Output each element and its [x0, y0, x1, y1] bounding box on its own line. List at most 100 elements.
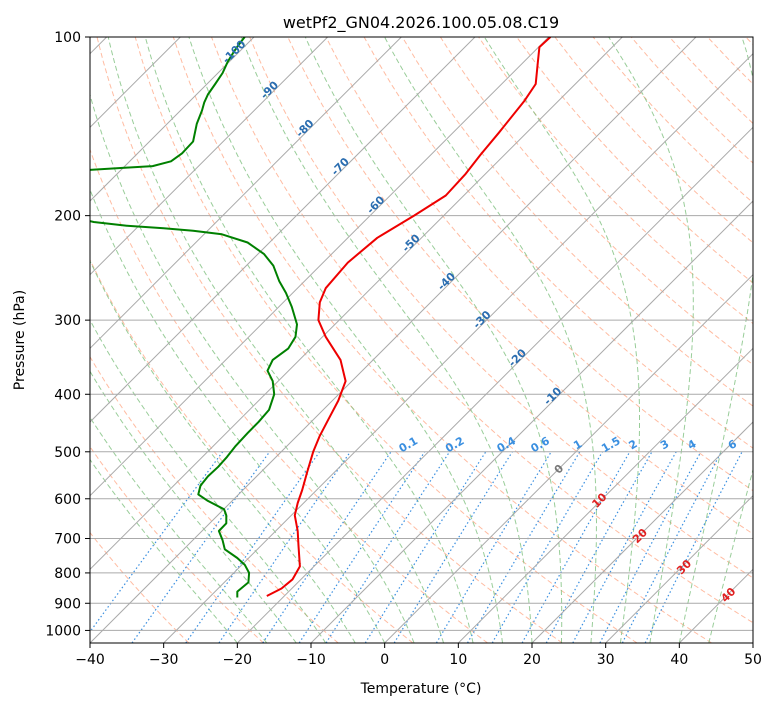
y-tick-label: 200: [54, 209, 81, 225]
isotherm-line: [457, 347, 753, 643]
dry-adiabat-line: [90, 258, 414, 643]
moist-adiabat-line: [188, 37, 503, 643]
y-tick-label: 900: [54, 596, 81, 612]
isotherm-line: [531, 421, 753, 643]
isotherm-line: [90, 37, 476, 423]
moist-adiabat-line: [483, 37, 640, 643]
x-tick-label: 50: [744, 652, 762, 668]
moist-adiabat-line: [90, 188, 386, 643]
mixing-ratio-line: [185, 451, 321, 643]
x-tick-label: −20: [223, 652, 253, 668]
mixing-ratio-line: [599, 451, 702, 643]
dry-adiabat-line: [90, 531, 190, 643]
mixing-ratio-line: [572, 451, 677, 643]
y-tick-label: 700: [54, 532, 81, 548]
isotherm-line: [90, 37, 255, 202]
x-tick-label: 10: [449, 652, 467, 668]
isotherm-label: -60: [364, 193, 387, 216]
mixing-ratio-line: [262, 451, 392, 643]
dry-adiabats: [90, 37, 753, 643]
x-tick-label: 20: [523, 652, 541, 668]
moist-adiabat-line: [608, 37, 694, 643]
isotherm-line: [90, 37, 329, 276]
dry-adiabat-line: [401, 37, 753, 407]
y-axis: 100 200 300 400 500 600 700 800 900 1000: [45, 30, 90, 639]
isotherm-label: -50: [400, 231, 423, 254]
isotherm-label: -70: [329, 155, 352, 178]
x-tick-label: −30: [149, 652, 179, 668]
isotherm-line: [163, 52, 753, 643]
dry-adiabat-line: [707, 37, 753, 85]
dry-adiabat-line: [96, 37, 563, 643]
mixing-ratio-label: 2: [626, 437, 639, 452]
y-tick-label: 600: [54, 492, 81, 508]
mixing-ratio-line: [364, 451, 487, 643]
isotherms: [90, 37, 753, 643]
dry-adiabat-line: [211, 37, 753, 624]
moist-adiabat-line: [90, 259, 356, 643]
isotherm-label: -30: [470, 308, 493, 331]
mixing-ratio-line: [545, 451, 653, 643]
moist-adiabat-line: [90, 458, 238, 643]
moist-adiabat-line: [384, 37, 597, 643]
temperature-profile-line: [266, 37, 552, 597]
moist-adiabat-line: [90, 319, 327, 643]
mixing-ratio-line: [466, 451, 581, 643]
mixing-ratio-line: [644, 451, 743, 643]
dry-adiabat-line: [134, 37, 638, 643]
isotherm-label: -80: [293, 117, 316, 140]
x-tick-label: 30: [597, 652, 615, 668]
dry-adiabat-line: [90, 148, 488, 643]
moist-adiabat-line: [144, 37, 474, 643]
dry-adiabat-line: [363, 37, 753, 449]
plot-frame: [89, 36, 754, 644]
mixing-ratio-line: [521, 451, 631, 643]
isotherm-line: [752, 642, 753, 643]
isotherm-label: -20: [506, 346, 529, 369]
isotherm-line: [90, 37, 550, 497]
moist-adiabat-label: 40: [718, 585, 738, 605]
mixing-ratio-lines: [90, 451, 743, 643]
moist-adiabat-line: [90, 416, 268, 643]
dry-adiabat-line: [325, 37, 753, 492]
x-tick-label: −40: [75, 652, 105, 668]
mixing-ratio-label: 8: [752, 437, 765, 452]
moist-adiabats: [90, 37, 753, 643]
isotherm-label: -100: [220, 37, 249, 66]
isotherm-line: [90, 37, 402, 350]
moist-adiabat-line: [304, 37, 563, 643]
isotherm-line: [236, 126, 753, 643]
dry-adiabat-line: [172, 37, 712, 643]
dry-adiabat-line: [478, 37, 753, 325]
mixing-ratio-line: [131, 451, 271, 643]
mixing-ratio-line: [218, 451, 351, 643]
isotherm-line: [90, 37, 623, 571]
isotherm-label: -10: [541, 384, 564, 407]
mixing-ratio-label: 3: [658, 437, 671, 452]
isotherm-line: [384, 273, 753, 643]
mixing-ratio-line: [298, 451, 426, 643]
y-axis-title: Pressure (hPa): [12, 290, 28, 390]
isotherm-line: [605, 494, 753, 643]
dry-adiabat-line: [554, 37, 753, 244]
y-tick-label: 300: [54, 313, 81, 329]
isotherm-line: [90, 37, 697, 643]
dry-adiabat-line: [249, 37, 753, 579]
mixing-ratio-line: [90, 451, 224, 633]
moist-adiabat-label: 10: [589, 490, 609, 510]
y-tick-label: 800: [54, 566, 81, 582]
x-axis: −40 −30 −20 −10 0 10 20 30 40 50: [75, 643, 762, 668]
y-tick-label: 100: [54, 30, 81, 46]
y-tick-label: 1000: [45, 623, 81, 639]
moist-adiabat-line: [107, 37, 445, 643]
moist-adiabat-line: [240, 37, 533, 643]
isotherm-line: [310, 200, 753, 643]
isotherm-label: -40: [435, 270, 458, 293]
x-tick-label: −10: [296, 652, 326, 668]
dry-adiabat-line: [90, 445, 264, 643]
dewpoint-profile-line: [90, 37, 298, 598]
moist-adiabat-line: [708, 467, 753, 643]
x-axis-title: Temperature (°C): [360, 681, 482, 697]
dry-adiabat-line: [516, 37, 753, 284]
